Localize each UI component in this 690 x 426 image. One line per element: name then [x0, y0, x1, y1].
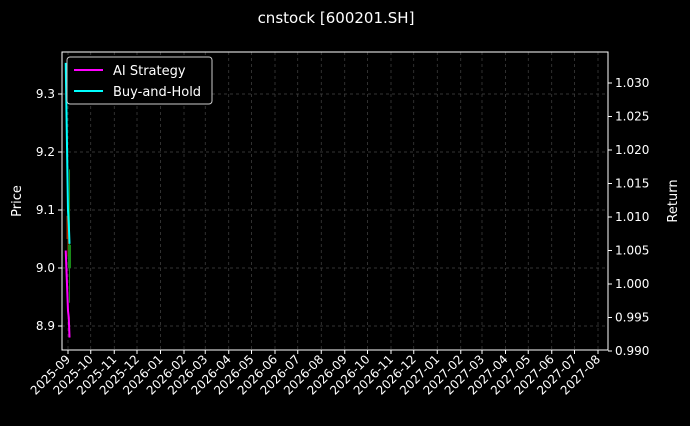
y2-tick-label: 1.005 [615, 244, 649, 258]
y-tick-label: 9.2 [36, 145, 55, 159]
legend-label-bh: Buy-and-Hold [113, 85, 201, 100]
y-tick-label: 9.1 [36, 203, 55, 217]
y2-tick-label: 1.000 [615, 277, 649, 291]
y2-tick-label: 1.015 [615, 177, 649, 191]
y-tick-label: 8.9 [36, 319, 55, 333]
y2-tick-label: 0.990 [615, 344, 649, 358]
y-tick-label: 9.0 [36, 261, 55, 275]
y-tick-label: 9.3 [36, 87, 55, 101]
buy-and-hold-line [64, 62, 71, 244]
legend: AI Strategy Buy-and-Hold [66, 56, 213, 105]
plot-frame [61, 51, 609, 351]
y2-tick-label: 1.030 [615, 76, 649, 90]
y2-tick-label: 1.020 [615, 143, 649, 157]
y2-axis-label: Return [666, 179, 681, 222]
chart-title: cnstock [600201.SH] [258, 9, 415, 27]
y2-tick-label: 0.995 [615, 311, 649, 325]
legend-label-ai: AI Strategy [113, 64, 186, 79]
candle-body [68, 244, 72, 268]
y2-tick-label: 1.010 [615, 210, 649, 224]
ai-strategy-line [64, 250, 71, 338]
y-axis-label: Price [10, 185, 25, 217]
y2-tick-label: 1.025 [615, 110, 649, 124]
